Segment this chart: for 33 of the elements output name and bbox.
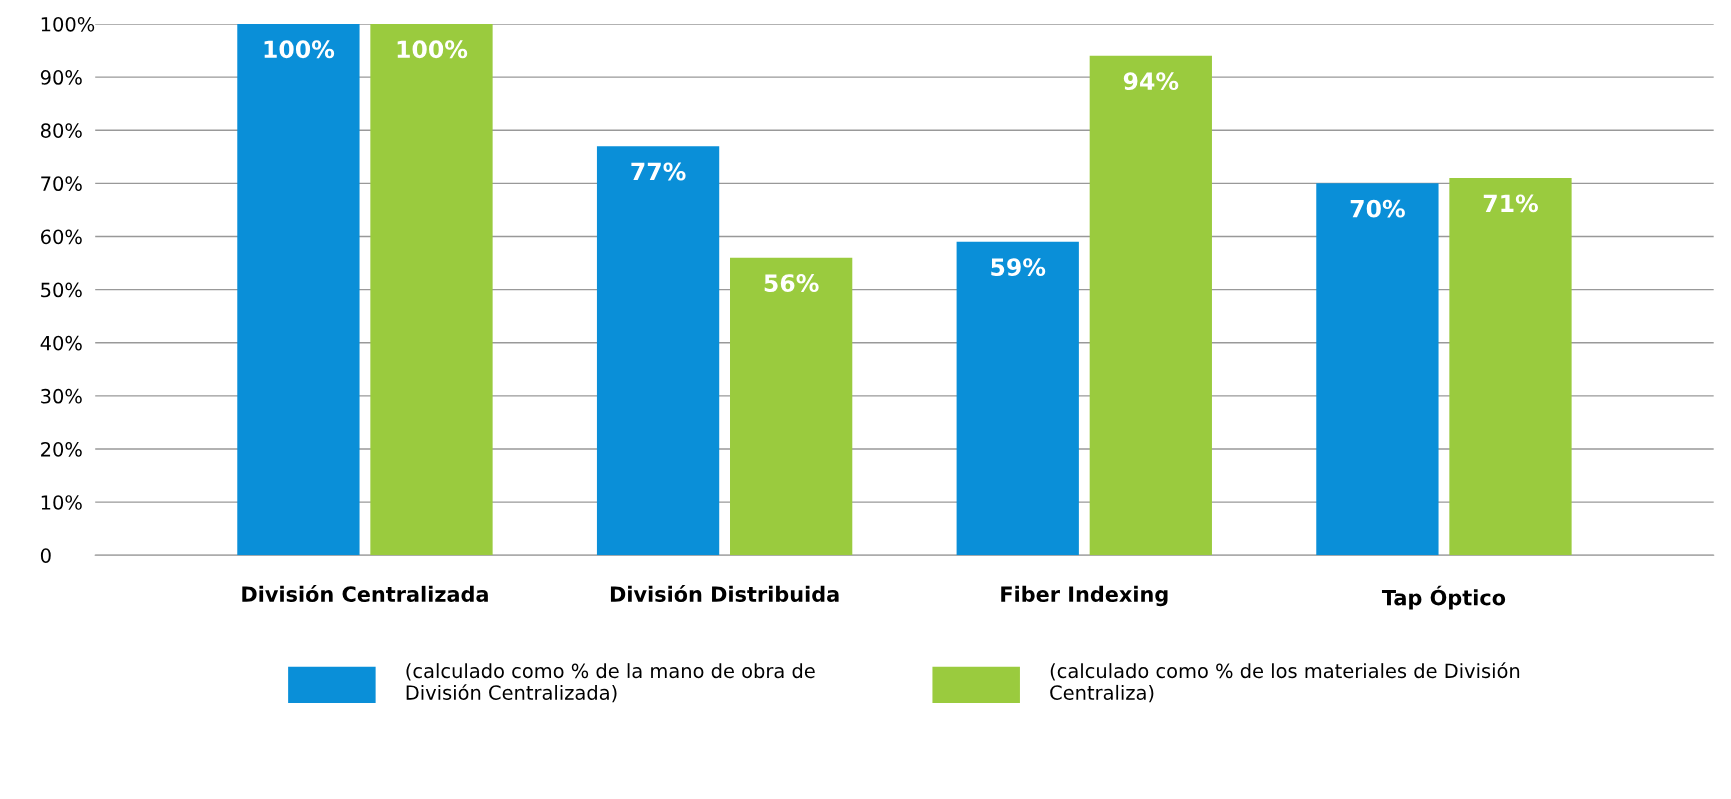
bar bbox=[237, 23, 360, 556]
legend-label: (calculado como % de los materiales de División Centraliza) bbox=[1050, 662, 1520, 703]
y-tick-label: 10% bbox=[41, 495, 82, 510]
data-label: 100% bbox=[264, 40, 335, 59]
bar bbox=[1449, 178, 1572, 556]
bar bbox=[370, 23, 493, 556]
bar bbox=[730, 257, 853, 556]
x-tick-label: Tap Óptico bbox=[1381, 585, 1506, 610]
y-tick-label: 0 bbox=[40, 548, 51, 563]
data-label: 77% bbox=[631, 162, 686, 181]
y-tick-label: 80% bbox=[40, 123, 82, 138]
data-label: 56% bbox=[764, 274, 819, 292]
bar bbox=[956, 241, 1079, 556]
y-tick-label: 100% bbox=[41, 16, 95, 32]
data-label: 71% bbox=[1483, 194, 1538, 213]
y-tick-label: 50% bbox=[41, 282, 82, 298]
x-tick-label: División Distribuida bbox=[610, 585, 839, 602]
bar bbox=[1316, 183, 1439, 556]
x-tick-label: Fiber Indexing bbox=[1001, 585, 1168, 607]
data-label: 100% bbox=[397, 40, 468, 59]
bar bbox=[596, 146, 720, 556]
y-tick-label: 30% bbox=[41, 388, 82, 404]
y-tick-label: 40% bbox=[40, 335, 82, 351]
y-tick-label: 90% bbox=[40, 70, 82, 85]
data-label: 94% bbox=[1123, 72, 1179, 91]
data-label: 70% bbox=[1350, 199, 1405, 218]
y-tick-label: 60% bbox=[41, 229, 82, 245]
x-tick-label: División Centralizada bbox=[242, 585, 488, 602]
y-tick-label: 20% bbox=[41, 441, 82, 457]
bar bbox=[1089, 55, 1212, 556]
legend-label: (calculado como % de la mano de obra de División Centralizada) bbox=[406, 663, 815, 703]
y-tick-label: 70% bbox=[41, 176, 82, 192]
data-label: 59% bbox=[991, 258, 1046, 277]
